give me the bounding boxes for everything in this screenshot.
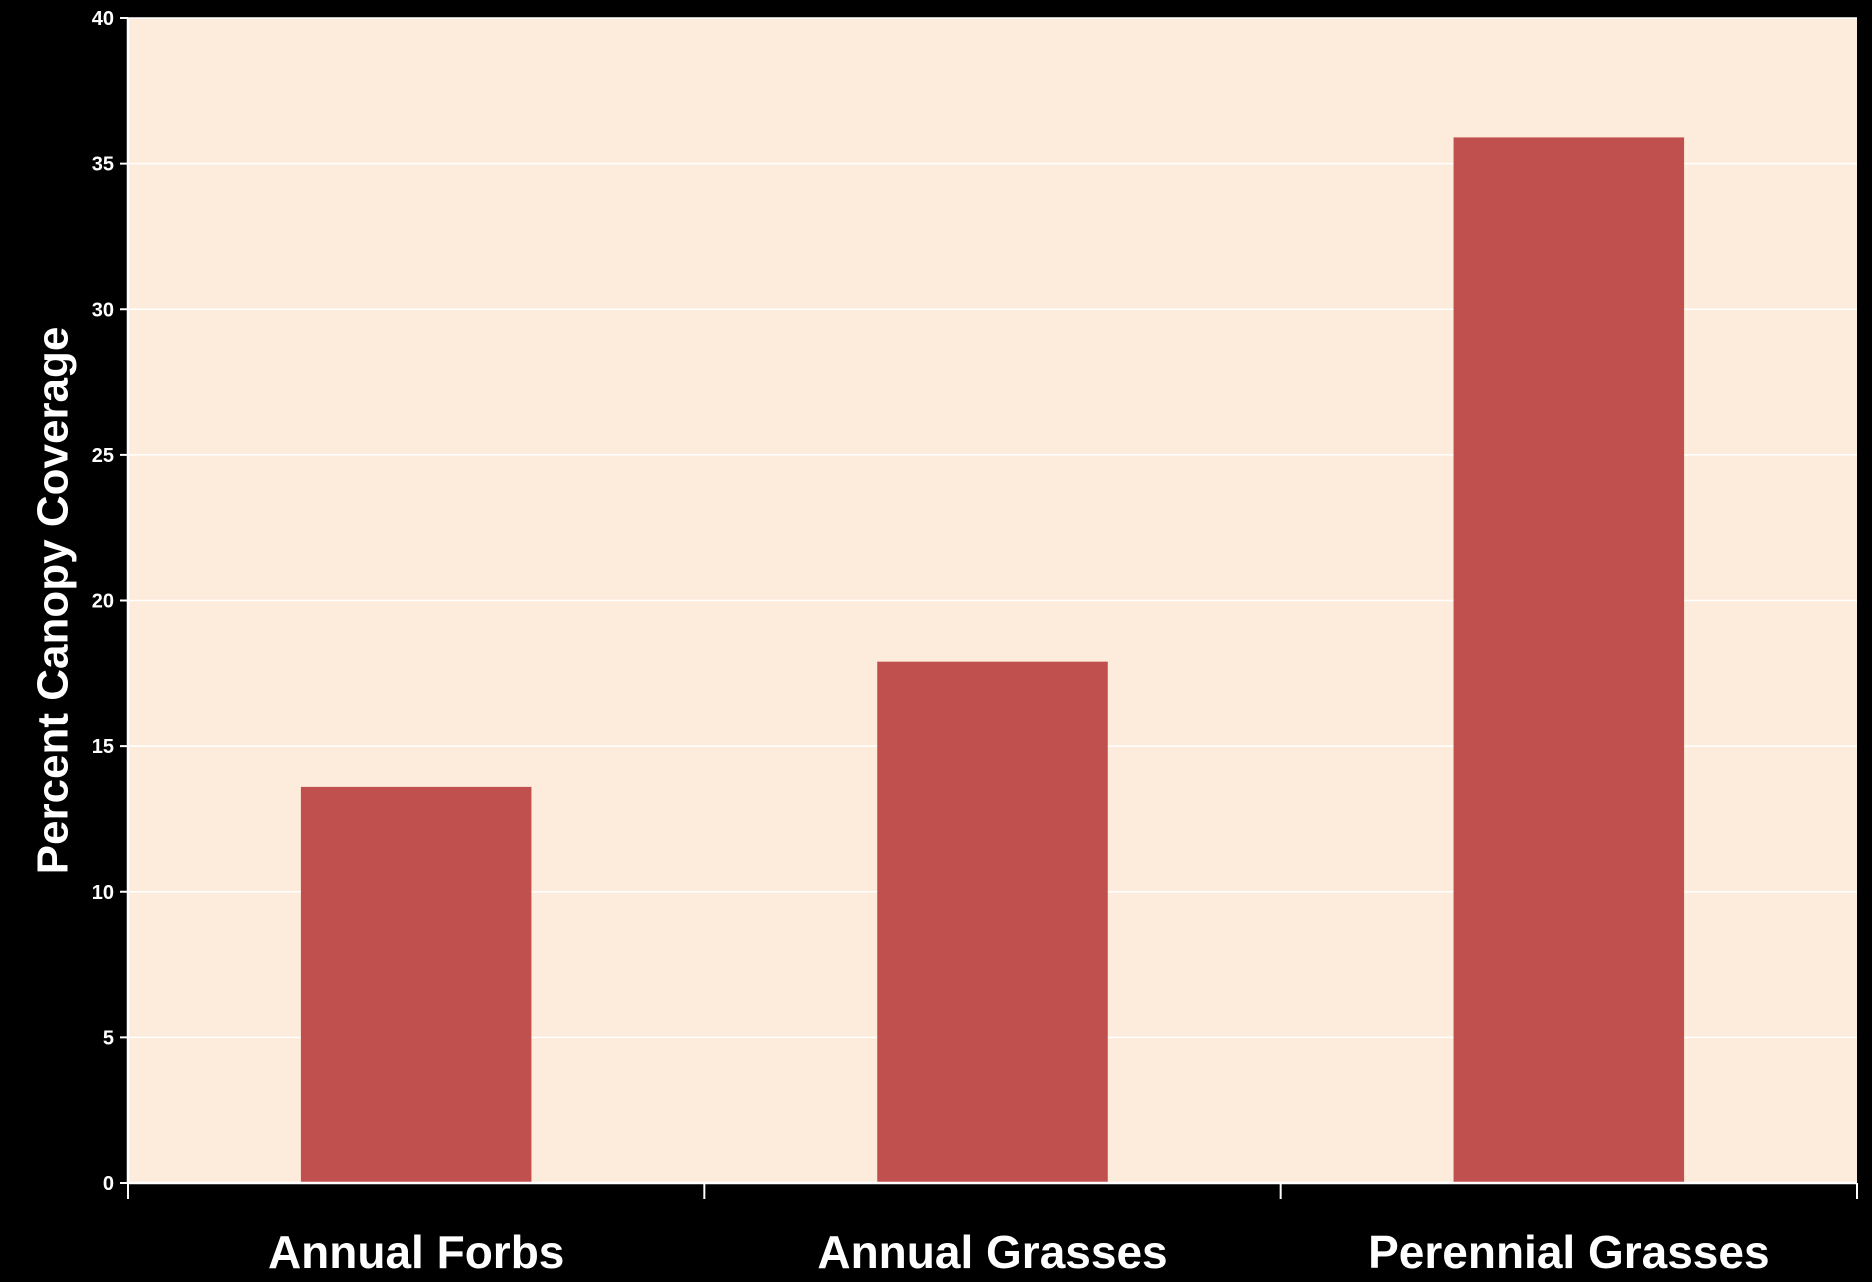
bar-annual-grasses bbox=[877, 661, 1108, 1183]
x-tick-labels: Annual Forbs Annual Grasses Perennial Gras… bbox=[268, 1226, 1770, 1278]
y-tick-label-5: 5 bbox=[103, 1027, 114, 1049]
y-tick-label-15: 15 bbox=[92, 736, 114, 758]
y-tick-label-30: 30 bbox=[92, 299, 114, 321]
y-tick-labels: 0 5 10 15 20 25 30 35 40 bbox=[92, 8, 114, 1195]
y-tick-label-10: 10 bbox=[92, 882, 114, 904]
bar-annual-forbs bbox=[300, 786, 532, 1183]
y-axis-title: Percent Canopy Coverage bbox=[28, 327, 77, 875]
y-tick-label-25: 25 bbox=[92, 445, 114, 467]
x-category-label-perennial-grasses: Perennial Grasses bbox=[1368, 1226, 1769, 1277]
bar-perennial-grasses bbox=[1453, 137, 1685, 1184]
x-category-label-annual-forbs: Annual Forbs bbox=[268, 1226, 564, 1277]
y-tick-label-20: 20 bbox=[92, 591, 114, 613]
y-tick-label-0: 0 bbox=[103, 1173, 114, 1195]
y-tick-label-40: 40 bbox=[92, 8, 114, 30]
y-tick-label-35: 35 bbox=[92, 154, 114, 176]
x-category-label-annual-grasses: Annual Grasses bbox=[817, 1226, 1167, 1277]
axes bbox=[120, 17, 1858, 1199]
bars bbox=[300, 137, 1685, 1184]
